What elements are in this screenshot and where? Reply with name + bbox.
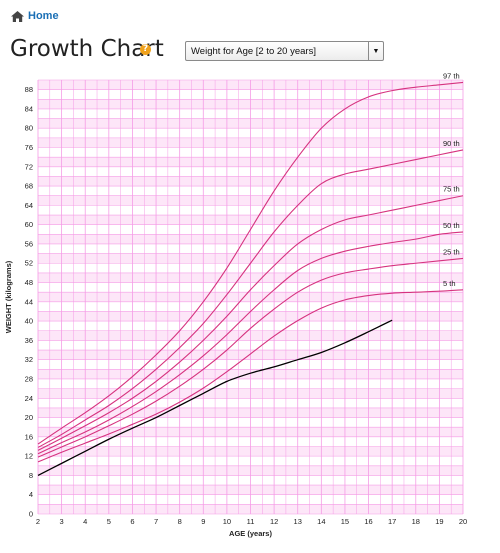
x-axis-title: AGE (years) xyxy=(229,529,272,538)
x-tick-label: 10 xyxy=(223,517,231,526)
x-tick-label: 4 xyxy=(83,517,87,526)
y-tick-label: 80 xyxy=(25,124,33,133)
y-tick-label: 0 xyxy=(29,510,33,519)
y-tick-label: 68 xyxy=(25,182,33,191)
growth-chart: 97 th 90 th 75 th 50 th 25 th 5 th 0 4 8 12 16 20 2… xyxy=(0,70,480,553)
chevron-down-icon: ▼ xyxy=(368,42,383,60)
x-tick-label: 14 xyxy=(317,517,325,526)
percentile-line xyxy=(37,149,464,448)
y-tick-label: 64 xyxy=(25,201,33,210)
axis-labels: 0481216202428323640444852566064687276808… xyxy=(4,85,467,538)
y-tick-label: 48 xyxy=(25,278,33,287)
y-axis-title: WEIGHT (kilograms) xyxy=(4,260,13,333)
percentile-label: 75 th xyxy=(443,185,460,194)
x-tick-label: 7 xyxy=(154,517,158,526)
y-tick-label: 88 xyxy=(25,85,33,94)
chart-type-select-value: Weight for Age [2 to 20 years] xyxy=(191,45,316,57)
y-tick-label: 20 xyxy=(25,413,33,422)
y-tick-label: 4 xyxy=(29,490,33,499)
percentile-line xyxy=(37,289,464,463)
y-tick-label: 84 xyxy=(25,104,33,113)
y-tick-label: 24 xyxy=(25,394,33,403)
x-tick-label: 13 xyxy=(294,517,302,526)
x-tick-label: 15 xyxy=(341,517,349,526)
percentile-line xyxy=(37,81,464,445)
chart-type-select[interactable]: Weight for Age [2 to 20 years] ▼ xyxy=(185,41,384,61)
percentile-label: 97 th xyxy=(443,71,460,80)
y-tick-label: 76 xyxy=(25,143,33,152)
x-tick-label: 9 xyxy=(201,517,205,526)
y-tick-label: 16 xyxy=(25,432,33,441)
y-tick-label: 72 xyxy=(25,162,33,171)
y-tick-label: 60 xyxy=(25,220,33,229)
page-title: Growth Chart xyxy=(10,36,164,62)
y-tick-label: 8 xyxy=(29,471,33,480)
y-tick-label: 40 xyxy=(25,317,33,326)
y-tick-label: 32 xyxy=(25,355,33,364)
percentile-label: 50 th xyxy=(443,221,460,230)
home-link[interactable]: Home xyxy=(11,10,59,22)
x-tick-label: 2 xyxy=(36,517,40,526)
home-icon xyxy=(11,10,24,22)
y-tick-label: 28 xyxy=(25,374,33,383)
y-tick-label: 12 xyxy=(25,452,33,461)
y-tick-label: 36 xyxy=(25,336,33,345)
x-tick-label: 18 xyxy=(412,517,420,526)
percentile-label: 90 th xyxy=(443,139,460,148)
percentile-line xyxy=(37,231,464,455)
percentile-label: 5 th xyxy=(443,279,456,288)
child-weight-line xyxy=(37,319,393,476)
x-tick-label: 16 xyxy=(364,517,372,526)
x-tick-label: 17 xyxy=(388,517,396,526)
x-tick-label: 3 xyxy=(60,517,64,526)
percentile-lines: 97 th 90 th 75 th 50 th 25 th 5 th xyxy=(37,71,464,476)
x-tick-label: 5 xyxy=(107,517,111,526)
x-tick-label: 11 xyxy=(247,517,255,526)
x-tick-label: 20 xyxy=(459,517,467,526)
percentile-line xyxy=(37,257,464,458)
x-tick-label: 8 xyxy=(178,517,182,526)
x-tick-label: 19 xyxy=(435,517,443,526)
percentile-line xyxy=(37,195,464,451)
y-tick-label: 56 xyxy=(25,239,33,248)
x-tick-label: 12 xyxy=(270,517,278,526)
y-tick-label: 44 xyxy=(25,297,33,306)
percentile-label: 25 th xyxy=(443,247,460,256)
y-tick-label: 52 xyxy=(25,259,33,268)
help-icon[interactable]: ? xyxy=(140,44,151,55)
x-tick-label: 6 xyxy=(130,517,134,526)
home-label[interactable]: Home xyxy=(28,10,59,22)
